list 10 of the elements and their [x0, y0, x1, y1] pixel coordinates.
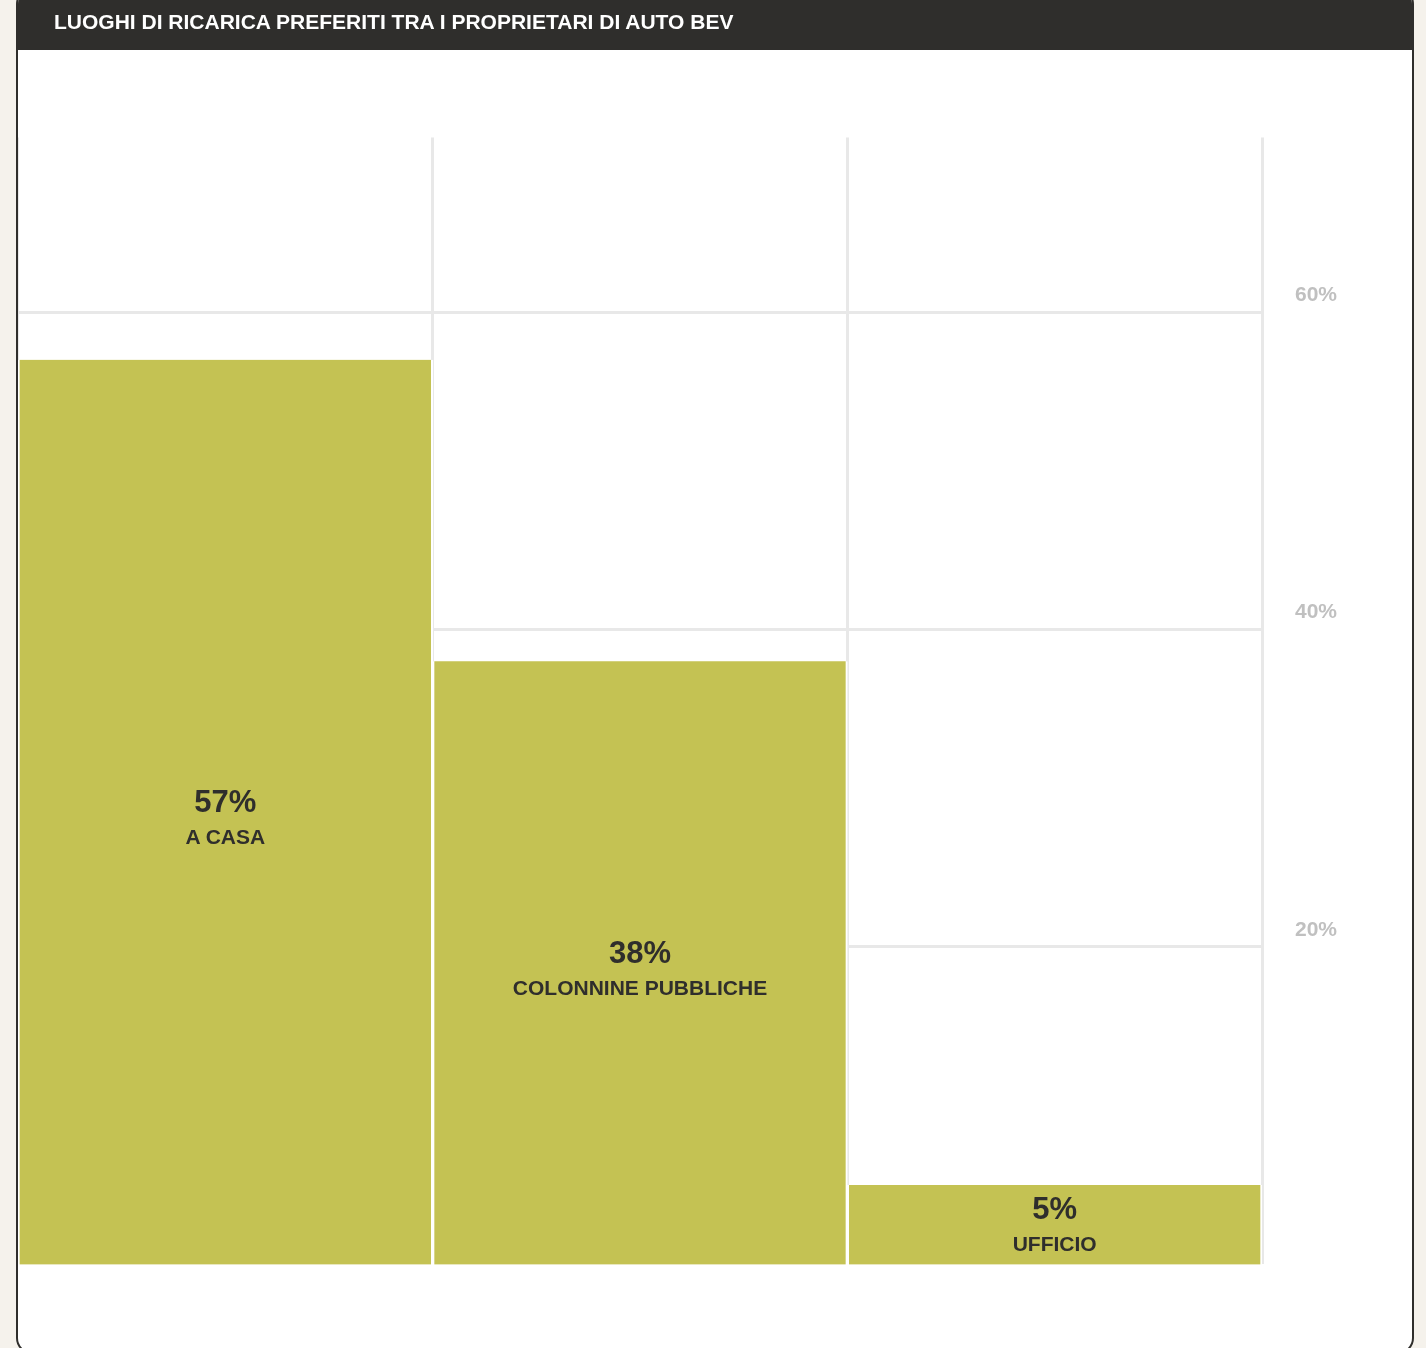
chart-title: LUOGHI DI RICARICA PREFERITI TRA I PROPRIETARI DI AUTO BEV [18, 0, 1412, 50]
data-label: 57% [194, 784, 257, 820]
x-tick-label: COLONNINE PUBBLICHE [512, 975, 768, 999]
x-tick-label: A CASA [185, 825, 266, 849]
y-tick-label: 20% [1294, 916, 1338, 940]
data-label: 5% [1032, 1191, 1078, 1227]
y-tick-label: 40% [1294, 599, 1338, 623]
y-tick-label: 60% [1294, 281, 1338, 305]
x-tick-label: UFFICIO [1012, 1232, 1097, 1256]
data-label: 38% [608, 934, 672, 970]
